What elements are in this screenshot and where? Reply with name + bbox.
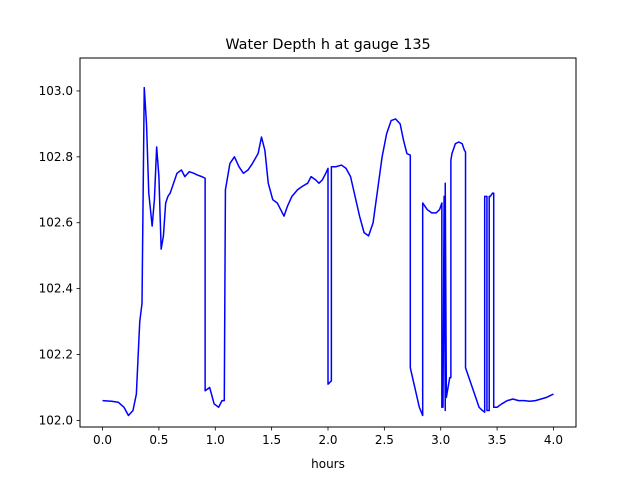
x-tick-label: 2.5 (375, 433, 394, 447)
x-tick-label: 0.0 (93, 433, 112, 447)
x-tick-label: 4.0 (544, 433, 563, 447)
x-tick-label: 2.0 (318, 433, 337, 447)
plot-area (102, 86, 554, 417)
x-tick-label: 0.5 (149, 433, 168, 447)
y-tick-label: 102.2 (39, 348, 73, 362)
y-tick-label: 102.4 (39, 282, 73, 296)
x-tick-label: 3.5 (488, 433, 507, 447)
y-tick-label: 102.8 (39, 150, 73, 164)
y-tick-label: 102.0 (39, 413, 73, 427)
series-line-water-depth (102, 86, 554, 417)
x-tick-label: 1.0 (206, 433, 225, 447)
y-tick-label: 103.0 (39, 84, 73, 98)
x-axis: 0.0 0.5 1.0 1.5 2.0 2.5 3.0 3.5 4.0 (93, 427, 563, 447)
x-tick-label: 1.5 (262, 433, 281, 447)
y-tick-label: 102.6 (39, 216, 73, 230)
x-tick-label: 3.0 (431, 433, 450, 447)
x-axis-label: hours (311, 457, 345, 471)
chart-title: Water Depth h at gauge 135 (225, 37, 430, 53)
y-axis: 102.0 102.2 102.4 102.6 102.8 103.0 (39, 84, 80, 427)
